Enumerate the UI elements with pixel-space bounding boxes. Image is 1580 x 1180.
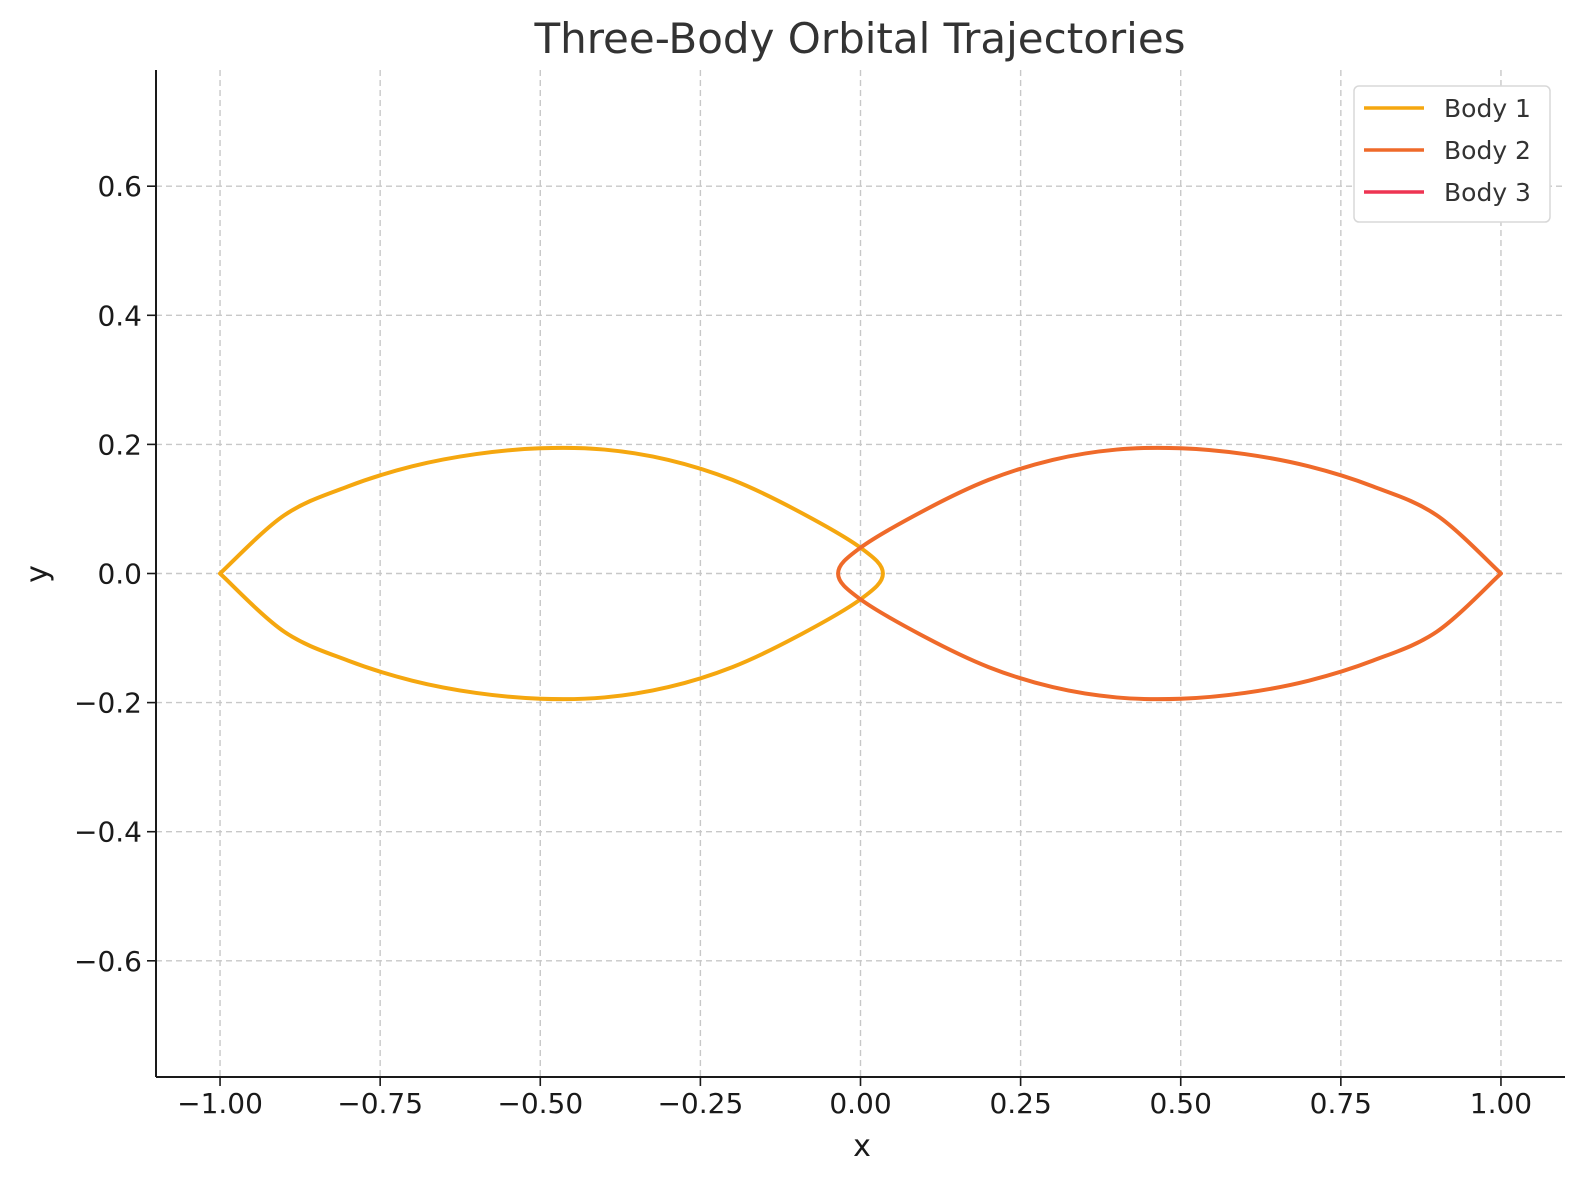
x-axis-label: x [853,1129,871,1164]
series-line-body-1 [218,445,885,702]
y-tick-label: −0.4 [74,816,142,849]
legend-label-body-2: Body 2 [1444,136,1531,165]
x-tick-label: 0.25 [989,1087,1051,1120]
x-tick-label: 1.00 [1470,1087,1532,1120]
legend: Body 1 Body 2 Body 3 [1353,85,1551,223]
x-tick-label: 0.00 [829,1087,891,1120]
y-tick-label: 0.2 [97,428,142,461]
y-tick-label: 0.6 [97,170,142,203]
y-tick-label: −0.2 [74,687,142,720]
grid-lines [156,70,1565,1077]
series-lines [218,445,1503,702]
legend-label-body-1: Body 1 [1444,94,1531,123]
legend-label-body-3: Body 3 [1444,178,1531,207]
x-tick-label: −0.25 [657,1087,743,1120]
x-axis-ticks: −1.00 −0.75 −0.50 −0.25 0.00 0.25 0.50 0.75 1.00 [177,1077,1532,1120]
x-tick-label: 0.75 [1310,1087,1372,1120]
y-axis-label: y [20,565,55,583]
y-tick-label: 0.4 [97,299,142,332]
y-tick-label: −0.6 [74,945,142,978]
series-line-body-2 [836,445,1503,702]
y-tick-label: 0.0 [97,558,142,591]
y-axis-ticks: −0.6 −0.4 −0.2 0.0 0.2 0.4 0.6 [74,170,156,978]
x-tick-label: −1.00 [177,1087,263,1120]
x-tick-label: 0.50 [1150,1087,1212,1120]
legend-frame [1353,85,1551,223]
x-tick-label: −0.75 [337,1087,423,1120]
chart-title: Three-Body Orbital Trajectories [533,14,1185,63]
x-tick-label: −0.50 [497,1087,583,1120]
